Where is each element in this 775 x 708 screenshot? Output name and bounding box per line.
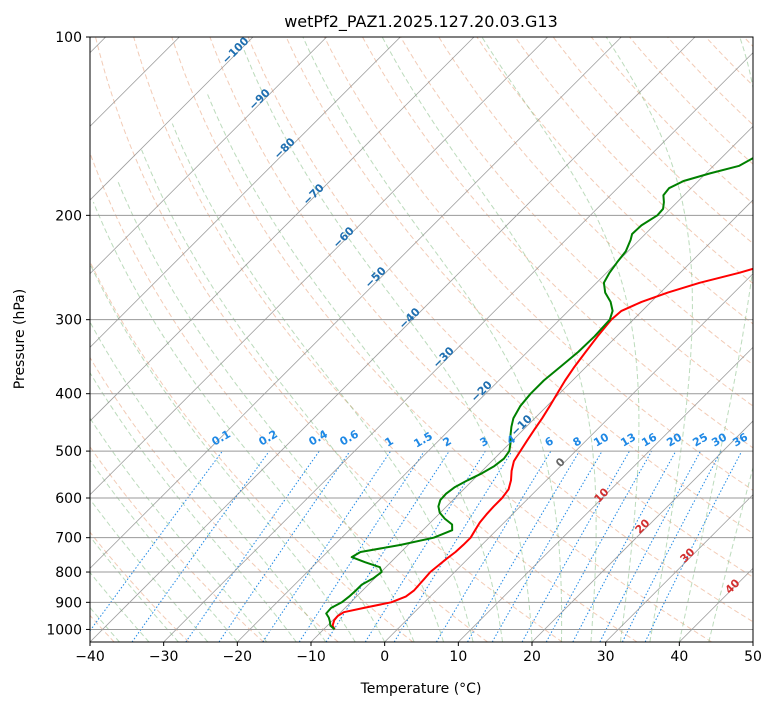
moist-adiabat-line xyxy=(90,371,297,642)
mixing-ratio-line xyxy=(644,450,743,642)
moist-adiabat-line xyxy=(117,180,415,642)
isotherm-line xyxy=(458,346,753,642)
dry-adiabat-line xyxy=(247,37,753,578)
isotherm-line xyxy=(531,420,753,642)
mixing-ratio-line xyxy=(435,450,552,642)
temperature-profile-line xyxy=(331,267,753,630)
moist-adiabat-line xyxy=(90,498,209,642)
isotherm-line xyxy=(605,494,753,642)
x-tick-label: 30 xyxy=(597,649,615,665)
isotherm-line xyxy=(237,125,753,642)
moist-adiabat-line xyxy=(90,417,268,642)
grid xyxy=(90,37,753,642)
x-tick-label: −10 xyxy=(296,649,326,665)
x-axis-label: Temperature (°C) xyxy=(360,681,482,697)
mixing-ratio-line xyxy=(325,450,450,642)
y-tick-label: 900 xyxy=(55,595,82,611)
isotherm-line xyxy=(90,37,622,569)
y-tick-label: 800 xyxy=(55,565,82,581)
x-tick-label: −20 xyxy=(223,649,253,665)
moist-adiabat-line xyxy=(605,37,693,642)
moist-adiabat-line xyxy=(171,123,474,642)
plot-frame xyxy=(89,36,754,643)
dry-adiabat-line xyxy=(209,37,753,623)
y-axis-label: Pressure (hPa) xyxy=(12,289,28,389)
mixing-ratio-line xyxy=(621,450,722,642)
isotherm-line xyxy=(310,199,753,642)
x-tick-label: −40 xyxy=(75,649,105,665)
isotherm-line xyxy=(90,37,401,348)
mixing-ratio-line xyxy=(298,450,425,642)
dry-adiabat-line xyxy=(90,356,339,642)
x-tick-label: 40 xyxy=(670,649,688,665)
x-tick-label: −30 xyxy=(149,649,179,665)
x-tick-label: 0 xyxy=(380,649,389,665)
dry-adiabat-line xyxy=(438,37,753,366)
isotherm-line xyxy=(90,37,548,496)
isotherm-line xyxy=(90,37,696,642)
dry-adiabat-line xyxy=(285,37,753,534)
isotherm-line xyxy=(90,37,475,422)
y-tick-label: 200 xyxy=(55,208,82,224)
chart-title: wetPf2_PAZ1.2025.127.20.03.G13 xyxy=(284,12,558,32)
isotherm-line xyxy=(752,641,753,642)
moist-adiabat-line xyxy=(678,37,753,642)
y-axis-ticks: 1000 900 800 700 600 500 400 300 200 100 xyxy=(46,30,90,638)
y-tick-label: 1000 xyxy=(46,622,82,638)
moist-adiabat-line xyxy=(90,262,356,642)
moist-adiabat-line xyxy=(90,321,327,642)
dry-adiabat-line xyxy=(514,37,753,285)
dry-adiabat-line xyxy=(90,151,488,642)
mixing-ratio-line xyxy=(364,450,486,642)
dry-adiabat-line xyxy=(362,37,753,449)
mixing-ratio-line xyxy=(545,450,653,642)
mixing-ratio-line xyxy=(131,450,270,642)
mixing-ratio-line xyxy=(90,450,223,632)
dry-adiabat-line xyxy=(95,37,563,642)
y-tick-label: 400 xyxy=(55,387,82,403)
moist-adiabat-line xyxy=(90,535,179,642)
mixing-ratio-line xyxy=(572,450,677,642)
moist-adiabat-line xyxy=(90,459,238,642)
mixing-ratio-line xyxy=(521,450,630,642)
y-tick-label: 300 xyxy=(55,313,82,329)
moist-adiabat-line xyxy=(92,201,386,642)
y-tick-label: 600 xyxy=(55,491,82,507)
y-tick-label: 100 xyxy=(55,30,82,46)
dewpoint-profile-line xyxy=(325,156,753,631)
x-tick-label: 10 xyxy=(449,649,467,665)
moist-adiabat-line xyxy=(381,37,597,642)
plot-area xyxy=(90,37,753,642)
moist-adiabat-line xyxy=(243,49,533,642)
mixing-ratio-line xyxy=(599,450,701,642)
y-tick-label: 700 xyxy=(55,531,82,547)
y-tick-label: 500 xyxy=(55,444,82,460)
isotherm-line xyxy=(163,52,753,642)
dry-adiabat-line xyxy=(90,445,264,642)
x-axis-ticks: −40 −30 −20 −10 0 10 20 30 40 50 xyxy=(75,642,762,665)
isotherm-line xyxy=(90,37,327,275)
mixing-ratio-line xyxy=(262,450,392,642)
moist-adiabat-line xyxy=(481,37,640,642)
dry-adiabat-line xyxy=(171,37,712,642)
isotherm-line xyxy=(90,37,254,201)
dry-adiabat-line xyxy=(90,531,190,642)
x-tick-label: 20 xyxy=(523,649,541,665)
moist-adiabat-line xyxy=(708,465,753,642)
mixing-ratio-line xyxy=(185,450,320,642)
dry-adiabat-line xyxy=(323,37,753,491)
dry-adiabat-line xyxy=(133,37,638,642)
moist-adiabat-line xyxy=(302,37,563,642)
isotherm-line xyxy=(384,273,753,642)
mixing-ratio-line xyxy=(218,450,351,642)
dry-adiabat-line xyxy=(400,37,753,407)
x-tick-label: 50 xyxy=(744,649,762,665)
series-layer xyxy=(325,156,753,631)
